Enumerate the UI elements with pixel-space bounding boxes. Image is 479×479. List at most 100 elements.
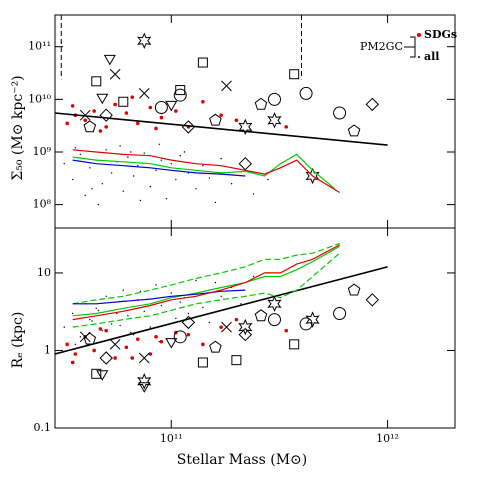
point xyxy=(158,143,160,145)
point xyxy=(197,57,208,68)
point xyxy=(240,303,242,305)
plot-frame xyxy=(54,14,456,429)
point xyxy=(238,318,253,336)
point xyxy=(65,121,69,126)
point xyxy=(154,126,158,131)
point xyxy=(209,340,222,353)
point xyxy=(109,338,121,350)
point xyxy=(284,328,289,333)
point xyxy=(135,121,140,126)
point xyxy=(138,87,150,99)
point xyxy=(267,295,282,313)
legend-bracket xyxy=(404,36,416,58)
point xyxy=(79,336,82,338)
point xyxy=(130,95,135,99)
point xyxy=(195,188,197,190)
y-tick-label: 10⁹ xyxy=(33,145,52,158)
point xyxy=(124,111,129,115)
line xyxy=(72,245,340,317)
point xyxy=(347,283,361,296)
point xyxy=(220,157,222,160)
line xyxy=(72,242,340,305)
line xyxy=(72,244,340,321)
point xyxy=(95,307,97,309)
point xyxy=(83,332,97,345)
point xyxy=(175,178,177,181)
point xyxy=(299,86,313,100)
point xyxy=(154,101,168,115)
point xyxy=(138,352,150,364)
point xyxy=(284,125,289,129)
point xyxy=(132,333,135,336)
point xyxy=(267,92,281,106)
x-tick-label: 10¹² xyxy=(376,432,399,445)
point xyxy=(165,100,178,112)
point xyxy=(289,339,300,350)
point xyxy=(105,149,107,151)
point xyxy=(105,295,107,297)
point xyxy=(221,80,232,92)
point xyxy=(159,115,164,120)
legend-marker xyxy=(418,56,420,58)
y-tick-label: 10⁸ xyxy=(33,198,52,211)
point xyxy=(195,279,197,282)
point xyxy=(89,318,91,321)
line xyxy=(72,289,246,305)
point xyxy=(254,309,268,322)
point xyxy=(74,147,77,149)
point xyxy=(197,357,208,368)
point xyxy=(333,306,347,320)
point xyxy=(113,102,117,107)
line xyxy=(55,112,388,146)
point xyxy=(186,332,191,337)
point xyxy=(79,153,82,156)
point xyxy=(155,284,157,286)
point xyxy=(138,382,151,393)
point xyxy=(183,151,186,153)
point xyxy=(70,360,75,365)
point xyxy=(116,312,118,315)
point xyxy=(143,152,145,154)
point xyxy=(113,356,117,360)
point xyxy=(238,118,253,136)
point xyxy=(97,309,100,311)
point xyxy=(101,329,104,332)
point xyxy=(252,275,255,278)
point xyxy=(98,129,103,133)
point xyxy=(160,159,163,161)
point xyxy=(160,304,163,307)
point xyxy=(230,182,233,185)
point xyxy=(299,317,313,331)
point xyxy=(333,106,347,120)
point xyxy=(208,177,211,179)
point xyxy=(103,54,116,66)
point xyxy=(109,68,121,80)
point xyxy=(63,326,65,328)
point xyxy=(252,193,255,195)
point xyxy=(91,320,93,322)
point xyxy=(170,162,172,165)
point xyxy=(175,317,177,320)
point xyxy=(130,151,132,153)
point xyxy=(137,373,152,390)
point xyxy=(104,328,108,333)
point xyxy=(149,185,152,188)
point xyxy=(122,190,124,192)
point xyxy=(63,162,65,165)
x-tick-label: 10¹¹ xyxy=(160,432,183,445)
y-axis-label: Rₑ (kpc) xyxy=(10,312,26,369)
point xyxy=(219,113,223,117)
point xyxy=(149,326,152,328)
point xyxy=(289,69,300,80)
point xyxy=(96,93,109,105)
y-tick-label: 0.1 xyxy=(34,421,52,434)
point xyxy=(130,356,135,360)
point xyxy=(124,345,129,350)
legend-marker xyxy=(417,33,421,37)
point xyxy=(238,327,253,342)
point xyxy=(73,352,78,356)
point xyxy=(83,120,97,133)
x-axis-label: Stellar Mass (M⊙) xyxy=(177,452,307,468)
